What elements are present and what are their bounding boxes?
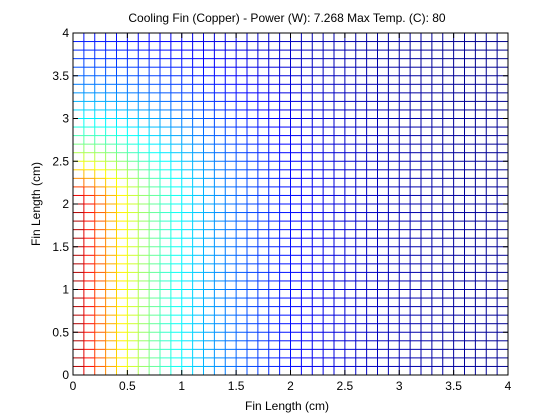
- x-tick-label: 2.5: [337, 379, 354, 393]
- chart-title: Cooling Fin (Copper) - Power (W): 7.268 …: [128, 11, 446, 25]
- y-tick-label: 3: [62, 112, 69, 126]
- x-tick-label: 2: [287, 379, 294, 393]
- y-tick-label: 4: [62, 26, 69, 40]
- y-axis-label: Fin Length (cm): [29, 162, 43, 246]
- x-tick-label: 3: [396, 379, 403, 393]
- y-tick-label: 0.5: [52, 325, 69, 339]
- y-tick-label: 2: [62, 197, 69, 211]
- y-tick-label: 3.5: [52, 69, 69, 83]
- y-tick-label: 0: [62, 368, 69, 382]
- x-tick-label: 0: [70, 379, 77, 393]
- y-tick-label: 1: [62, 283, 69, 297]
- x-tick-label: 0.5: [119, 379, 136, 393]
- y-tick-label: 2.5: [52, 154, 69, 168]
- x-axis-label: Fin Length (cm): [245, 399, 329, 413]
- y-tick-label: 1.5: [52, 240, 69, 254]
- x-tick-label: 4: [505, 379, 512, 393]
- x-tick-label: 1: [178, 379, 185, 393]
- x-tick-label: 1.5: [228, 379, 245, 393]
- x-tick-label: 3.5: [445, 379, 462, 393]
- mesh-grid: [72, 32, 509, 376]
- axis-ticks: 0 0.5 1 1.5 2 2.5 3 3.5 4 0 0.5 1 1.5 2 2.5 3 3.5 4: [52, 26, 511, 393]
